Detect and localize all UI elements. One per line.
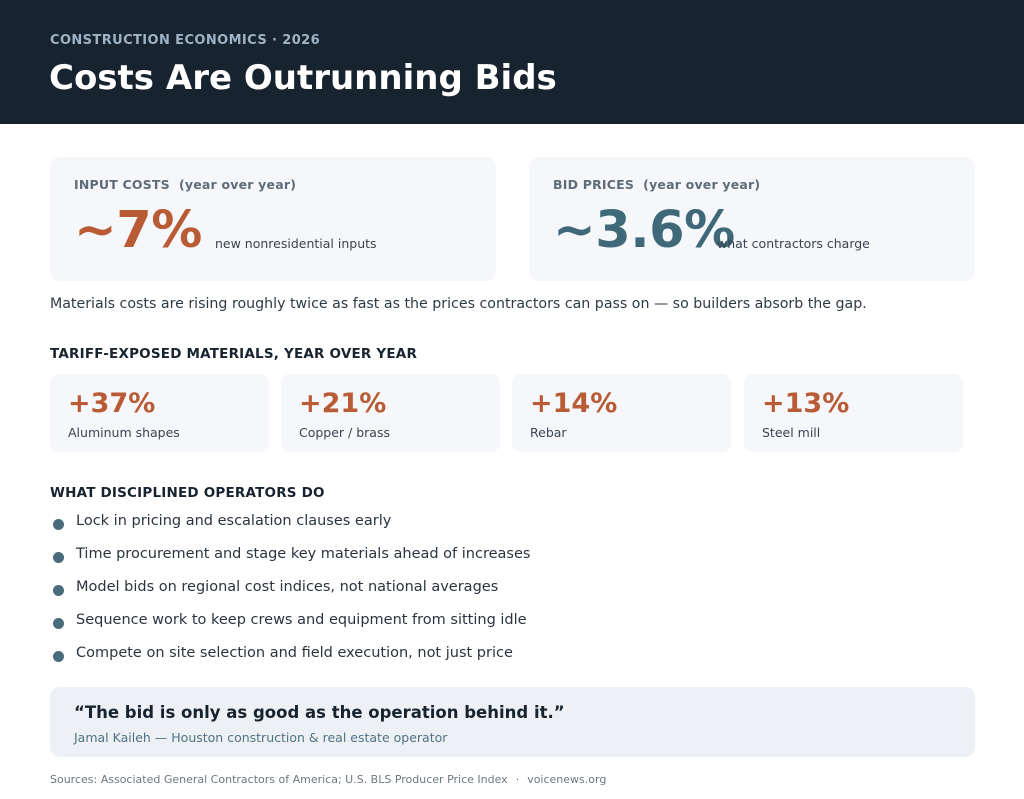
quote-text: “The bid is only as good as the operatio… [74, 703, 565, 722]
operators-heading: WHAT DISCIPLINED OPERATORS DO [50, 485, 325, 501]
materials-heading: TARIFF-EXPOSED MATERIALS, YEAR OVER YEAR [50, 346, 418, 362]
material-card-rebar: +14% Rebar [512, 374, 731, 452]
bid-prices-description: what contractors charge [717, 236, 870, 251]
summary-text: Materials costs are rising roughly twice… [50, 296, 867, 312]
material-name: Steel mill [762, 425, 821, 440]
material-card-steel: +13% Steel mill [744, 374, 963, 452]
material-name: Copper / brass [299, 425, 390, 440]
material-card-copper: +21% Copper / brass [281, 374, 500, 452]
bullet-dot-icon [53, 519, 64, 530]
material-value: +37% [68, 388, 156, 419]
material-value: +21% [299, 388, 387, 419]
list-item-text: Model bids on regional cost indices, not… [76, 579, 499, 595]
bid-prices-sublabel: (year over year) [643, 177, 761, 192]
input-costs-label: INPUT COSTS (year over year) [74, 177, 296, 192]
bullet-dot-icon [53, 552, 64, 563]
bullet-dot-icon [53, 585, 64, 596]
footer: Sources: Associated General Contractors … [50, 773, 606, 786]
input-costs-value: ~7% [74, 201, 202, 260]
bid-prices-value: ~3.6% [553, 201, 735, 260]
input-costs-label-text: INPUT COSTS [74, 177, 170, 192]
quote-attribution: Jamal Kaileh — Houston construction & re… [74, 730, 448, 745]
input-costs-card: INPUT COSTS (year over year) ~7% new non… [50, 157, 496, 281]
footer-separator: · [515, 773, 520, 786]
bid-prices-label: BID PRICES (year over year) [553, 177, 760, 192]
material-name: Aluminum shapes [68, 425, 180, 440]
list-item-text: Lock in pricing and escalation clauses e… [76, 513, 392, 529]
list-item-text: Time procurement and stage key materials… [76, 546, 531, 562]
input-costs-sublabel: (year over year) [178, 177, 297, 192]
quote-box: “The bid is only as good as the operatio… [50, 687, 975, 757]
eyebrow: CONSTRUCTION ECONOMICS · 2026 [50, 33, 321, 48]
header-banner: CONSTRUCTION ECONOMICS · 2026 Costs Are … [0, 0, 1024, 124]
bid-prices-label-text: BID PRICES [553, 177, 635, 192]
material-value: +14% [530, 388, 618, 419]
list-item-text: Compete on site selection and field exec… [76, 645, 513, 661]
bullet-dot-icon [53, 618, 64, 629]
material-card-aluminum: +37% Aluminum shapes [50, 374, 269, 452]
page-title: Costs Are Outrunning Bids [49, 58, 557, 98]
footer-sources: Sources: Associated General Contractors … [50, 773, 508, 786]
bid-prices-card: BID PRICES (year over year) ~3.6% what c… [529, 157, 975, 281]
footer-site-link[interactable]: voicenews.org [527, 773, 607, 786]
material-value: +13% [762, 388, 850, 419]
input-costs-description: new nonresidential inputs [215, 236, 377, 251]
bullet-dot-icon [53, 651, 64, 662]
list-item-text: Sequence work to keep crews and equipmen… [76, 612, 527, 628]
material-name: Rebar [530, 425, 567, 440]
